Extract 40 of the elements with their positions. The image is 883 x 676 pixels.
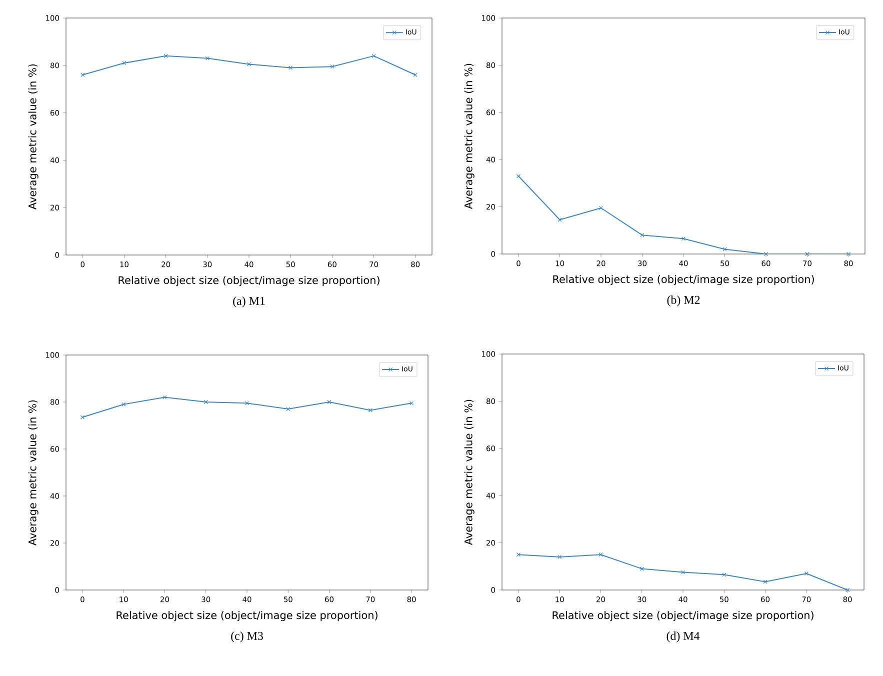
point bbox=[164, 54, 168, 58]
y-axis-title: Average metric value (in %) bbox=[464, 64, 474, 209]
point bbox=[722, 247, 727, 252]
point bbox=[805, 252, 810, 256]
x-axis-title: Relative object size (object/image size proportion) bbox=[116, 611, 378, 622]
point bbox=[205, 56, 210, 60]
point bbox=[640, 566, 644, 571]
point bbox=[246, 62, 252, 66]
point bbox=[681, 236, 686, 241]
x-axis-title: Relative object size (object/image size proportion) bbox=[118, 276, 380, 286]
point bbox=[763, 580, 768, 584]
y-axis-title: Average metric value (in %) bbox=[28, 400, 38, 546]
point bbox=[680, 570, 686, 574]
point bbox=[722, 572, 726, 577]
y-axis-title: Average metric value (in %) bbox=[464, 400, 474, 545]
point bbox=[372, 54, 376, 58]
point bbox=[162, 395, 167, 400]
point bbox=[122, 60, 126, 66]
point bbox=[804, 571, 808, 576]
point bbox=[598, 206, 604, 210]
point bbox=[204, 400, 208, 404]
x-axis-title: Relative object size (object/image size proportion) bbox=[553, 275, 814, 286]
point bbox=[764, 252, 768, 256]
text: (d) M4 bbox=[666, 632, 700, 642]
point bbox=[558, 218, 562, 222]
point bbox=[558, 554, 562, 560]
point bbox=[288, 66, 293, 70]
point bbox=[640, 233, 644, 238]
point bbox=[598, 552, 603, 557]
text: (a) M1 bbox=[233, 296, 265, 308]
point bbox=[330, 64, 334, 69]
x-axis-title: Relative object size (object/image size proportion) bbox=[552, 611, 814, 622]
point bbox=[286, 406, 290, 412]
point bbox=[368, 408, 372, 412]
point bbox=[244, 401, 250, 406]
point bbox=[327, 400, 332, 404]
point bbox=[122, 402, 126, 406]
y-axis-title: Average metric value (in %) bbox=[28, 64, 38, 210]
text: (b) M2 bbox=[667, 296, 700, 306]
text: (c) M3 bbox=[231, 632, 263, 642]
